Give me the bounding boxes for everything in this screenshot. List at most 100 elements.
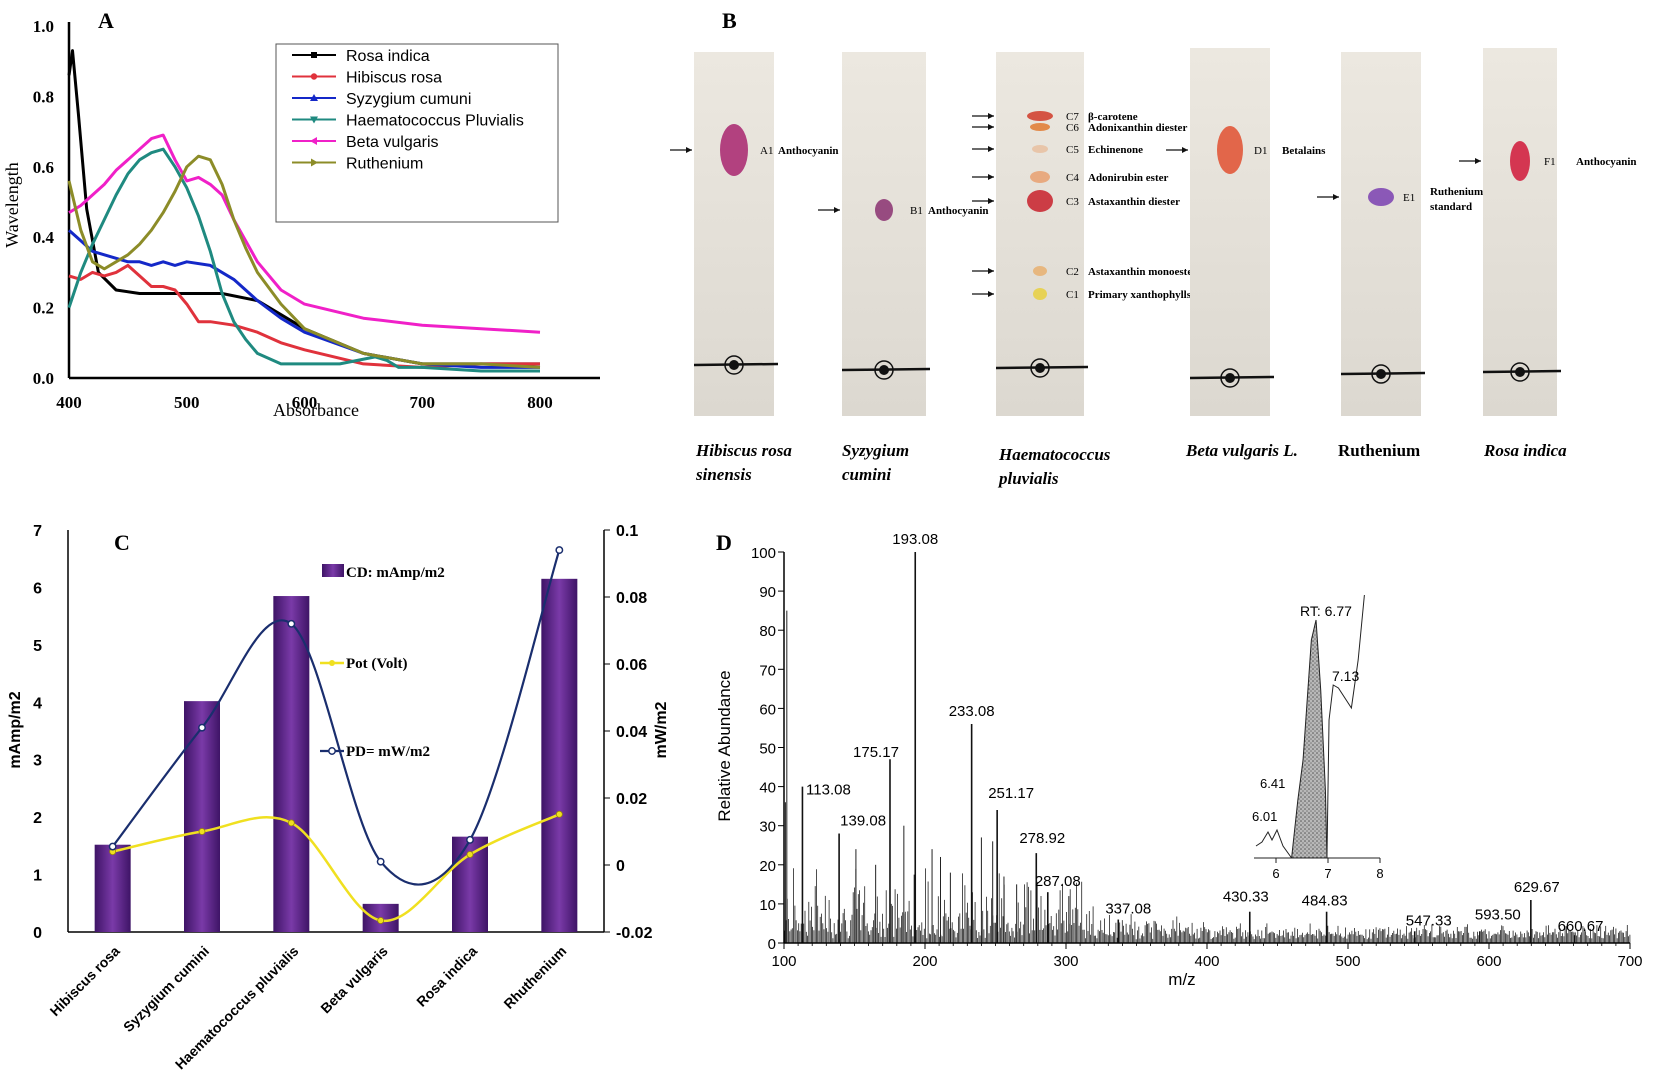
- tlc-spot-c1: [1033, 288, 1047, 300]
- panel-d-peak-label-660-67: 660.67: [1558, 918, 1604, 935]
- panel-d-x-tick-400: 400: [1194, 953, 1219, 970]
- tlc-spot-label-e1-1: standard: [1430, 201, 1472, 213]
- panel-a-series-beta-vulgaris: [68, 133, 541, 334]
- panel-d-peak-label-484-83: 484.83: [1302, 893, 1348, 910]
- panel-c-left-tick-4: 4: [33, 695, 42, 712]
- panel-a-x-tick-400: 400: [56, 393, 82, 412]
- panel-d-noise-peaks: [784, 610, 1631, 943]
- panel-a-series-ruthenium: [67, 154, 541, 369]
- panel-d-peak-label-629-67: 629.67: [1514, 879, 1560, 896]
- tlc-strip-title-rosa-indica: Rosa indica: [1483, 441, 1567, 460]
- panel-a-legend-label-haematococcus-pluvialis: Haematococcus Pluvialis: [346, 113, 524, 130]
- panel-c-left-tick-1: 1: [33, 868, 42, 885]
- panel-a-y-tick-0.2: 0.2: [33, 299, 54, 318]
- panel-a-series-syzygium-cumuni: [68, 229, 540, 369]
- tlc-spot-label-d1: Betalains: [1282, 145, 1326, 157]
- tlc-spot-b1: [875, 199, 893, 221]
- tlc-arrowhead-f1: [1475, 158, 1481, 164]
- panel-c-right-tick-0-06: 0.06: [616, 657, 647, 674]
- tlc-spot-a1: [720, 124, 748, 176]
- tlc-spot-label-b1: Anthocyanin: [928, 205, 989, 217]
- panel-c-right-tick-0-04: 0.04: [616, 724, 647, 741]
- tlc-strip-title-haematococcus-pluvialis-1: pluvialis: [997, 469, 1059, 488]
- panel-c-right-tick-0-02: -0.02: [616, 925, 653, 942]
- panel-c-bars: [94, 578, 578, 932]
- panel-a-letter: A: [98, 8, 114, 33]
- tlc-spot-c3: [1027, 190, 1053, 212]
- tlc-strip-title-syzygium-cumini: Syzygium: [842, 441, 909, 460]
- panel-d-axes: [778, 551, 1631, 949]
- tlc-spot-code-e1: E1: [1403, 192, 1415, 204]
- tlc-strip-title-syzygium-cumini-1: cumini: [842, 465, 891, 484]
- tlc-spot-label-e1: Ruthenium: [1430, 186, 1483, 198]
- tlc-arrowhead-c4: [988, 174, 994, 180]
- tlc-spot-code-c1: C1: [1066, 289, 1079, 301]
- panel-a-legend-box: [275, 43, 559, 223]
- tlc-arrowhead-c5: [988, 146, 994, 152]
- panel-c-right-tick-0: 0: [616, 858, 625, 875]
- tlc-spot-code-f1: F1: [1544, 156, 1556, 168]
- panel-d-y-tick-60: 60: [759, 701, 776, 718]
- panel-d-y-tick-70: 70: [759, 662, 776, 679]
- panel-a-y-tick-1.0: 1.0: [33, 17, 54, 36]
- panel-a-axes: [67, 22, 600, 380]
- panel-d-inset-label-641: 6.41: [1260, 776, 1285, 791]
- panel-d-inset-label-601: 6.01: [1252, 809, 1277, 824]
- panel-c-category-rosa-indica: Rosa indica: [413, 943, 480, 1010]
- panel-c-point-pot-rosa-indica: [466, 851, 474, 858]
- panel-d-inset-label-713: 7.13: [1332, 668, 1359, 684]
- panel-d-y-tick-90: 90: [759, 584, 776, 601]
- tlc-spot-label-c7: β-carotene: [1088, 111, 1138, 123]
- panel-d-inset-trace: [1255, 594, 1365, 859]
- panel-d-y-tick-0: 0: [768, 936, 776, 953]
- tlc-spot-label-c4: Adonirubin ester: [1088, 172, 1168, 184]
- tlc-spot-code-a1: A1: [760, 145, 773, 157]
- panel-c-right-y-axis-label: mW/m2: [653, 701, 670, 758]
- panel-a-y-tick-0.6: 0.6: [33, 158, 54, 177]
- panel-d-x-tick-200: 200: [912, 953, 937, 970]
- panel-c-bar-hibiscus-rosa: [94, 844, 131, 932]
- panel-a-legend-marker-rosa-indica: [311, 52, 317, 58]
- panel-a-legend-marker-syzygium-cumuni: [310, 94, 318, 101]
- panel-a-legend-label-beta-vulgaris: Beta vulgaris: [346, 134, 439, 151]
- panel-c-point-pot-haematococcus-pluvialis: [287, 819, 295, 827]
- panel-c-axes: [67, 529, 610, 933]
- tlc-strip-ruthenium: [1341, 52, 1421, 416]
- panel-d-y-tick-100: 100: [751, 545, 776, 562]
- panel-a-y-axis-label: Wavelength: [2, 162, 22, 248]
- tlc-spot-label-c6: Adonixanthin diester: [1088, 122, 1187, 134]
- panel-d-peak-label-287-08: 287.08: [1035, 873, 1081, 890]
- panel-c-legend-marker-pot: [329, 660, 335, 666]
- tlc-spot-code-c5: C5: [1066, 144, 1079, 156]
- panel-c-right-tick-0-08: 0.08: [616, 590, 647, 607]
- panel-d-inset-label-rt: RT: 6.77: [1300, 603, 1352, 619]
- tlc-spot-c7: [1027, 111, 1053, 121]
- panel-d-mass-spectrum: D 113.08 139.08 175.17 193.08 233.08 251.17 27…: [715, 530, 1643, 989]
- panel-c-bar-rhuthenium: [541, 578, 578, 932]
- tlc-spot-d1: [1217, 126, 1243, 174]
- panel-c-point-pot-rhuthenium: [555, 810, 563, 818]
- tlc-spot-label-c2: Astaxanthin monoester: [1088, 266, 1197, 278]
- tlc-spot-code-c3: C3: [1066, 196, 1079, 208]
- panel-d-peak-label-278-92: 278.92: [1019, 830, 1065, 847]
- panel-a-series-hibiscus-rosa: [68, 263, 540, 369]
- tlc-spot-c5: [1032, 145, 1048, 153]
- panel-d-y-tick-30: 30: [759, 819, 776, 836]
- tlc-origin-ring-ruthenium: [1371, 364, 1391, 384]
- tlc-origin-dot-haematococcus-pluvialis: [1035, 363, 1045, 373]
- panel-d-chromatogram-inset: 6 7 8 RT: 6.77 7.13 6.41 6.01: [1252, 594, 1384, 881]
- tlc-strip-syzygium-cumini: [842, 52, 926, 416]
- panel-a-legend-label-hibiscus-rosa: Hibiscus rosa: [346, 70, 442, 87]
- tlc-origin-dot-hibiscus-rosa-sinensis: [729, 360, 739, 370]
- panel-a-legend-label-ruthenium: Ruthenium: [346, 156, 423, 173]
- panel-d-peak-label-337-08: 337.08: [1105, 901, 1151, 918]
- panel-a-line-chart: A 400 500 600 700 800 0.0 0.2 0.4 0.6 0.8 1.0 Abso…: [2, 8, 600, 420]
- tlc-spot-label-f1: Anthocyanin: [1576, 156, 1637, 168]
- tlc-arrowhead-a1: [686, 147, 692, 153]
- panel-c-legend-marker-pd: [328, 747, 336, 755]
- tlc-strip-haematococcus-pluvialis: [996, 52, 1084, 416]
- panel-c-left-tick-6: 6: [33, 580, 42, 597]
- panel-c-point-pd-beta-vulgaris: [376, 857, 385, 866]
- panel-a-tick-labels: 400 500 600 700 800 0.0 0.2 0.4 0.6 0.8 1.0: [33, 17, 553, 412]
- tlc-arrowhead-c7: [988, 113, 994, 119]
